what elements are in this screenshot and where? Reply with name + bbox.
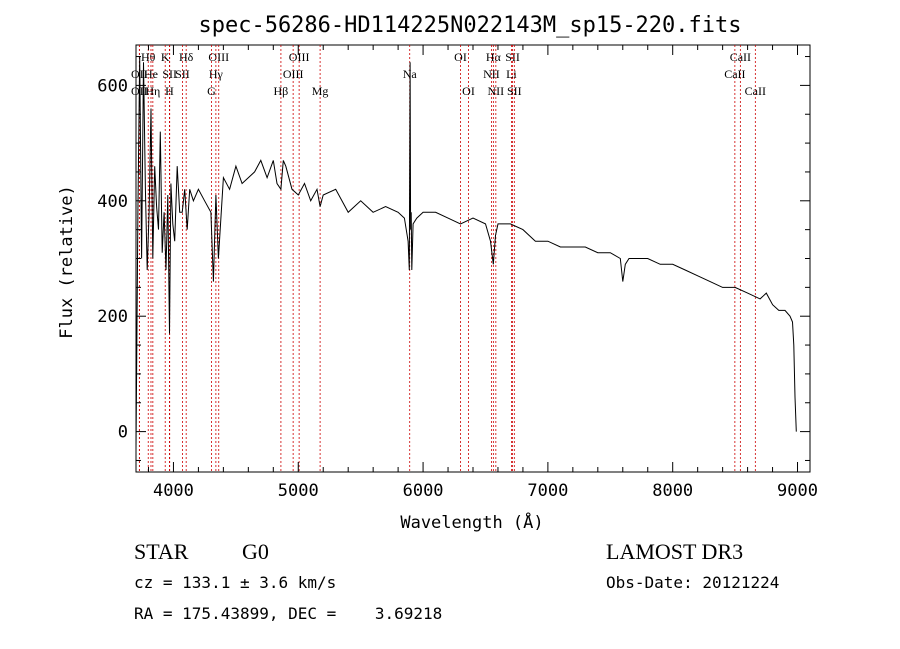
y-tick-label: 400 — [97, 192, 128, 212]
line-marker-label: CaII — [724, 67, 745, 81]
object-subclass: G0 — [242, 539, 269, 564]
line-marker-label: CaII — [730, 50, 751, 64]
axis-tick-layer: 4000 5000 6000 7000 8000 9000 0 200 400 600 — [97, 45, 818, 501]
x-tick-label: 8000 — [652, 481, 693, 501]
line-marker-label: SII — [175, 67, 190, 81]
x-tick-label: 6000 — [403, 481, 444, 501]
chart-title: spec-56286-HD114225N022143M_sp15-220.fit… — [198, 13, 741, 38]
object-class: STAR — [134, 539, 189, 564]
survey-name: LAMOST DR3 — [606, 539, 743, 564]
line-marker-label: Hβ — [274, 84, 289, 98]
redshift-cz: cz = 133.1 ± 3.6 km/s — [134, 573, 336, 592]
line-marker-label: H — [165, 84, 174, 98]
line-marker-label: Mg — [312, 84, 329, 98]
line-marker-label: NII — [488, 84, 505, 98]
line-marker-label: Hδ — [179, 50, 194, 64]
line-marker-label: OI — [462, 84, 475, 98]
line-marker-label: OIII — [208, 50, 229, 64]
line-marker-label: OI — [454, 50, 467, 64]
coordinates: RA = 175.43899, DEC = 3.69218 — [134, 604, 442, 623]
x-axis-label: Wavelength (Å) — [400, 511, 543, 533]
line-marker-label: Hθ — [141, 50, 156, 64]
line-marker-label: Li — [506, 67, 517, 81]
line-marker-label: SII — [505, 50, 520, 64]
line-marker-label: G — [207, 84, 216, 98]
spectrum-line — [135, 56, 797, 449]
line-marker-label: Hη — [145, 84, 160, 98]
line-marker-label: SII — [507, 84, 522, 98]
x-tick-label: 5000 — [278, 481, 319, 501]
line-marker-label: Hα — [486, 50, 502, 64]
x-tick-label: 9000 — [777, 481, 818, 501]
y-tick-label: 200 — [97, 307, 128, 327]
line-marker-label: NII — [483, 67, 500, 81]
y-axis-label: Flux (relative) — [57, 185, 77, 339]
line-marker-label: CaII — [745, 84, 766, 98]
y-tick-label: 600 — [97, 76, 128, 96]
x-tick-label: 7000 — [527, 481, 568, 501]
line-marker-label: Hγ — [209, 67, 224, 81]
y-tick-label: 0 — [118, 423, 128, 443]
line-marker-label: OIII — [283, 67, 304, 81]
line-marker-label: He — [144, 67, 158, 81]
line-marker-label: OIII — [289, 50, 310, 64]
line-marker-label: K — [161, 50, 170, 64]
plot-frame — [135, 44, 811, 473]
obs-date: Obs-Date: 20121224 — [606, 573, 779, 592]
x-tick-label: 4000 — [153, 481, 194, 501]
